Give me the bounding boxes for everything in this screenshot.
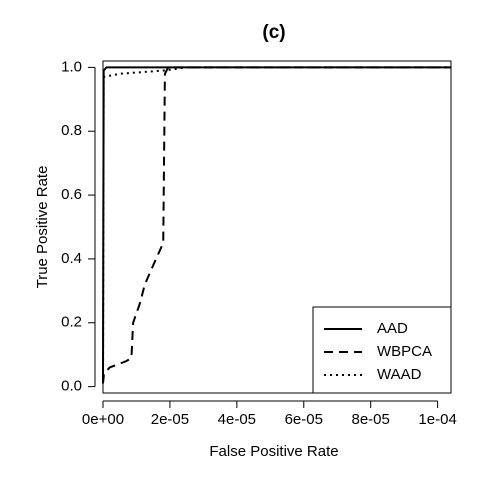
legend-label-aad: AAD — [377, 320, 408, 337]
x-tick-label: 1e-04 — [418, 411, 456, 428]
x-tick-label: 0e+00 — [82, 411, 124, 428]
y-tick-label: 0.2 — [61, 314, 82, 331]
y-tick-label: 0.6 — [61, 186, 82, 203]
legend-box — [312, 306, 452, 394]
x-axis: 0e+00 2e-05 4e-05 6e-05 8e-05 1e-04 — [82, 400, 457, 428]
chart-title: (c) — [262, 22, 285, 43]
y-tick-label: 0.4 — [61, 250, 82, 267]
y-tick-label: 0.0 — [61, 378, 82, 395]
series-line-wbpca — [102, 66, 451, 384]
x-tick-label: 8e-05 — [352, 411, 390, 428]
x-axis-title: False Positive Rate — [209, 443, 338, 460]
x-tick-label: 6e-05 — [285, 411, 323, 428]
x-tick-label: 2e-05 — [151, 411, 189, 428]
y-tick-label: 1.0 — [61, 58, 82, 75]
y-tick-label: 0.8 — [61, 122, 82, 139]
x-tick-label: 4e-05 — [218, 411, 256, 428]
legend-label-wbpca: WBPCA — [377, 343, 432, 360]
legend-label-waad: WAAD — [377, 366, 422, 383]
y-axis-title: True Positive Rate — [34, 166, 51, 289]
legend: AAD WBPCA WAAD — [312, 306, 452, 394]
y-axis: 0.0 0.2 0.4 0.6 0.8 1.0 — [61, 58, 96, 395]
series-layer — [102, 66, 451, 384]
